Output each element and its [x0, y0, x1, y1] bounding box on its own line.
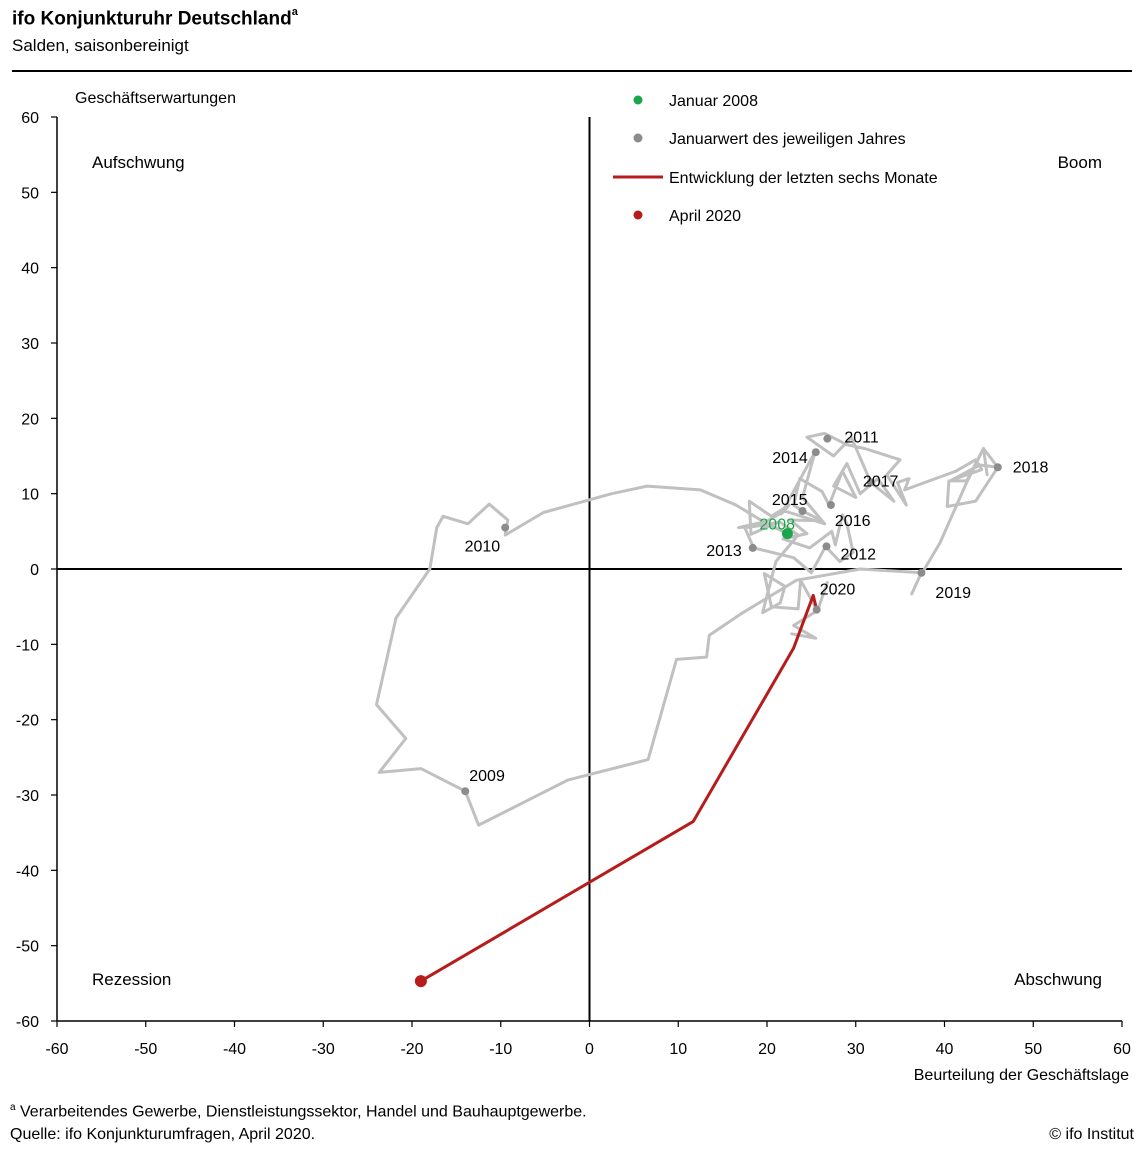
year-label-2009: 2009	[469, 768, 505, 785]
april-2020-point	[414, 975, 427, 988]
year-label-2014: 2014	[772, 450, 808, 467]
year-label-2016: 2016	[835, 513, 871, 530]
january-point-2009	[461, 787, 470, 796]
x-tick-label: -20	[400, 1041, 423, 1058]
legend-label-april: April 2020	[669, 208, 741, 225]
y-tick-label: 20	[21, 411, 39, 428]
chart-title: ifo Konjunkturuhr Deutschlanda	[12, 6, 298, 30]
recent-six-months-line	[419, 593, 819, 983]
year-label-2015: 2015	[772, 492, 808, 509]
year-label-2019: 2019	[935, 585, 971, 602]
x-tick-label: -10	[489, 1041, 512, 1058]
source-note: Quelle: ifo Konjunkturumfragen, April 20…	[10, 1126, 316, 1143]
y-tick-label: -50	[16, 939, 39, 956]
chart-subtitle: Salden, saisonbereinigt	[12, 36, 189, 55]
quadrant-aufschwung: Aufschwung	[92, 153, 185, 172]
year-label-2017: 2017	[863, 473, 899, 490]
history-line	[375, 431, 1000, 827]
january-point-2017	[866, 478, 875, 487]
year-label-2008: 2008	[759, 517, 795, 534]
january-point-2010	[501, 523, 510, 532]
title-rule	[12, 70, 1132, 72]
january-point-2011	[823, 434, 832, 443]
january-point-2018	[993, 463, 1002, 472]
copyright: © ifo Institut	[1049, 1126, 1134, 1143]
y-tick-label: -30	[16, 788, 39, 805]
footnote-mark: a	[10, 1102, 16, 1113]
y-tick-label: 40	[21, 261, 39, 278]
legend-marker-start	[633, 95, 643, 105]
series-layer	[375, 431, 1000, 983]
january-point-2015	[798, 506, 807, 515]
point-labels: 2008 2009 2010 2011 2012 2013 2014 2015 2016 2017…	[465, 430, 1049, 786]
legend: Januar 2008 Januarwert des jeweiligen Ja…	[613, 93, 938, 225]
x-tick-label: 30	[847, 1041, 865, 1058]
x-tick-label: 20	[758, 1041, 776, 1058]
january-point-2012	[822, 542, 831, 551]
x-axis-ticks: -60 -50 -40 -30 -20 -10 0 10 20 30 40 50 60	[45, 1021, 1131, 1058]
january-point-2013	[748, 543, 757, 552]
y-tick-label: 30	[21, 336, 39, 353]
x-tick-label: 40	[936, 1041, 954, 1058]
x-axis-label: Beurteilung der Geschäftslage	[914, 1067, 1129, 1084]
year-label-2013: 2013	[706, 543, 742, 560]
year-label-2010: 2010	[465, 539, 501, 556]
y-axis-ticks: -60 -50 -40 -30 -20 -10 0 10 20 30 40 50 60	[16, 110, 57, 1031]
year-label-2012: 2012	[840, 546, 876, 563]
history-line	[790, 581, 829, 640]
quadrant-abschwung: Abschwung	[1014, 970, 1102, 989]
y-axis-label: Geschäftserwartungen	[75, 90, 236, 107]
y-tick-label: 10	[21, 487, 39, 504]
y-tick-label: 0	[30, 562, 39, 579]
footnote-text: Verarbeitendes Gewerbe, Dienstleistungss…	[20, 1103, 587, 1121]
legend-label-recent: Entwicklung der letzten sechs Monate	[669, 170, 938, 187]
y-tick-label: -10	[16, 637, 39, 654]
footnote: a Verarbeitendes Gewerbe, Dienstleistung…	[10, 1102, 587, 1121]
legend-label-start: Januar 2008	[669, 93, 758, 110]
x-tick-label: 60	[1113, 1041, 1131, 1058]
y-tick-label: -40	[16, 863, 39, 880]
january-point-2019	[917, 568, 926, 577]
legend-label-january: Januarwert des jeweiligen Jahres	[669, 131, 906, 148]
year-label-2018: 2018	[1013, 459, 1049, 476]
zero-axes	[57, 117, 1122, 1021]
x-tick-label: 50	[1024, 1041, 1042, 1058]
y-tick-label: 60	[21, 110, 39, 127]
january-point-2020	[812, 605, 821, 614]
year-label-2011: 2011	[844, 430, 879, 447]
title-footnote-mark: a	[291, 6, 298, 18]
x-tick-label: -30	[312, 1041, 335, 1058]
january-point-2016	[826, 500, 835, 509]
quadrant-rezession: Rezession	[92, 970, 171, 989]
year-label-2020: 2020	[820, 582, 856, 599]
january-point-2014	[811, 448, 820, 457]
chart-title-text: ifo Konjunkturuhr Deutschland	[12, 8, 292, 30]
january-points	[414, 434, 1002, 988]
legend-marker-january	[633, 133, 643, 143]
y-tick-label: 50	[21, 185, 39, 202]
x-tick-label: 0	[585, 1041, 594, 1058]
y-tick-label: -20	[16, 713, 39, 730]
x-tick-label: -50	[134, 1041, 157, 1058]
x-tick-label: 10	[669, 1041, 687, 1058]
january-point-2008	[781, 528, 793, 540]
history-line	[945, 447, 1000, 508]
x-tick-label: -40	[223, 1041, 246, 1058]
quadrant-boom: Boom	[1058, 153, 1102, 172]
y-tick-label: -60	[16, 1014, 39, 1031]
x-tick-label: -60	[45, 1041, 68, 1058]
legend-marker-april	[633, 210, 643, 220]
